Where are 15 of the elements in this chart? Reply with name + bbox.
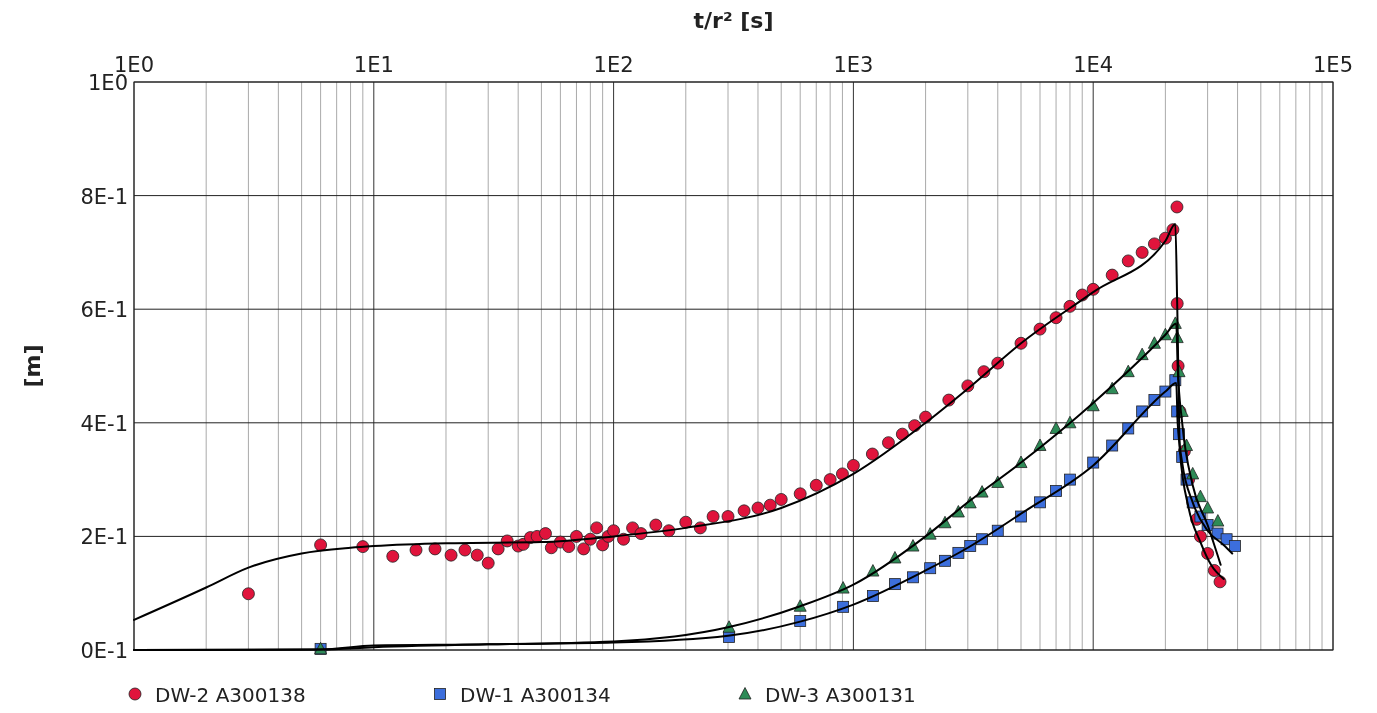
x-tick-label: 1E5 <box>1313 53 1353 77</box>
y-tick-label: 4E-1 <box>80 411 128 436</box>
legend-label: DW-2 A300138 <box>155 683 306 707</box>
x-axis-title: t/r² [s] <box>693 8 774 33</box>
y-tick-label: 2E-1 <box>80 525 128 550</box>
x-tick-label: 1E2 <box>593 53 634 77</box>
x-tick-label: 1E3 <box>833 53 874 77</box>
y-axis-title: [m] <box>20 344 45 388</box>
x-tick-label: 1E4 <box>1073 53 1114 77</box>
y-tick-label: 6E-1 <box>80 298 128 323</box>
legend-label: DW-1 A300134 <box>460 683 611 707</box>
y-tick-label: 8E-1 <box>80 184 128 209</box>
x-tick-label: 1E1 <box>353 53 394 77</box>
y-tick-label: 0E-1 <box>80 639 128 663</box>
legend-label: DW-3 A300131 <box>765 683 916 707</box>
